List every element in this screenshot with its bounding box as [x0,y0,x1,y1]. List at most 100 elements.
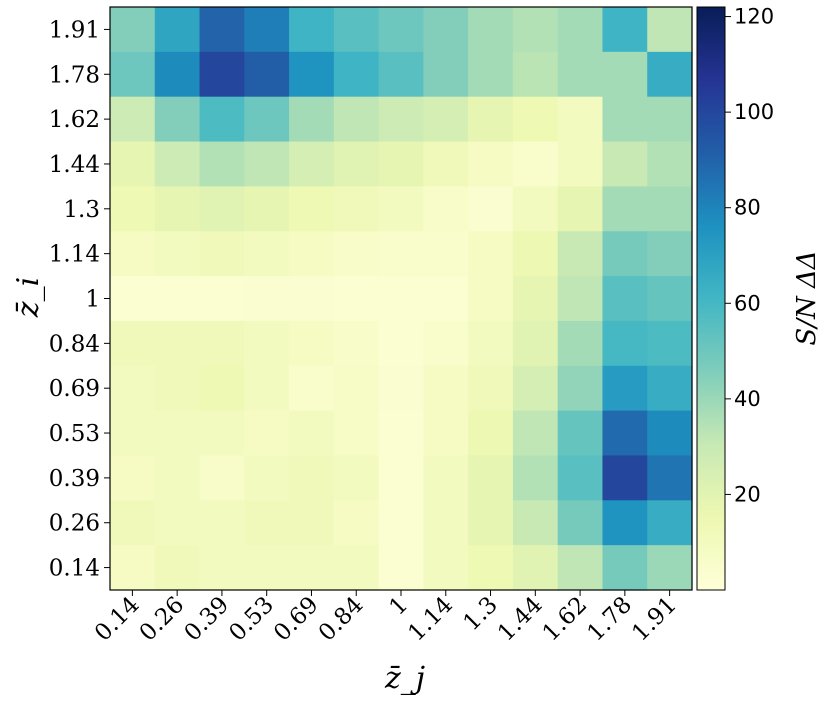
heatmap-cell [378,365,424,412]
heatmap-cell [110,365,156,412]
x-tick-labels: 0.140.260.390.530.690.84 11.14 1.31.441.62… [90,590,682,646]
heatmap-cell [110,51,156,98]
heatmap-cell [423,410,469,457]
heatmap-cell [557,141,604,187]
heatmap-cell [333,7,380,53]
heatmap-cell [289,96,335,143]
heatmap-cell [199,51,245,98]
heatmap-cell [602,365,648,412]
heatmap-cell [512,410,559,457]
heatmap-cell [512,231,559,277]
heatmap-cell [647,365,693,412]
heatmap-cell [289,500,335,546]
heatmap-cell [557,410,604,457]
heatmap-cell [602,7,648,53]
heatmap-cell [512,51,559,98]
heatmap-cell [602,186,648,232]
heatmap-cell [199,231,245,277]
heatmap-cell [602,141,648,187]
heatmap-cell [378,455,424,501]
colorbar [696,6,726,591]
heatmap-cell [602,51,648,98]
heatmap-cell [468,96,514,143]
x-tick-label: 1.91 [627,592,682,647]
heatmap-cell [602,455,648,501]
heatmap-cell [154,7,201,53]
heatmap-cell [468,7,514,53]
heatmap-cell [647,545,693,591]
heatmap-cell [512,545,559,591]
heatmap-cell [647,186,693,232]
heatmap-cell [423,51,469,98]
heatmap-cell [289,455,335,501]
heatmap-cell [602,545,648,591]
heatmap-cell [423,186,469,232]
heatmap-cell [154,186,201,232]
heatmap-cell [199,500,245,546]
heatmap-cell [468,186,514,232]
heatmap-cell [199,7,245,53]
heatmap-cell [557,276,604,322]
heatmap-cell [557,455,604,501]
heatmap-cell [468,276,514,322]
heatmap-cell [199,365,245,412]
heatmap-cell [289,7,335,53]
heatmap-cell [512,186,559,232]
colorbar-label: S/N ΔΔ [792,250,822,345]
heatmap-cell [468,455,514,501]
heatmap-cell [647,320,693,367]
heatmap-cell [378,320,424,367]
heatmap-cell [199,320,245,367]
x-tick-label: 1.44 [493,592,548,647]
y-tick-label: 1 [85,287,100,313]
heatmap-cell [154,410,201,457]
heatmap-cell [512,455,559,501]
heatmap-cell [512,141,559,187]
heatmap-cell [647,500,693,546]
heatmap-cell [602,96,648,143]
heatmap-cell [557,365,604,412]
heatmap-cell [378,186,424,232]
heatmap-cell [244,500,290,546]
heatmap-cell [602,231,648,277]
heatmap-cell [289,231,335,277]
colorbar-tick-label: 40 [734,387,761,411]
heatmap-cell [110,186,156,232]
heatmap-cell [110,455,156,501]
heatmap-cell [647,51,693,98]
heatmap-cell [512,276,559,322]
heatmap-cell [423,320,469,367]
heatmap-cell [647,410,693,457]
heatmap-cell [512,96,559,143]
heatmap-cell [110,231,156,277]
heatmap-cell [199,276,245,322]
heatmap-cell [378,141,424,187]
heatmap-cell [378,7,424,53]
heatmap-cell [557,320,604,367]
heatmap-cell [468,500,514,546]
heatmap-cell [289,320,335,367]
heatmap-cell [154,141,201,187]
heatmap-cell [110,410,156,457]
heatmap-cell [154,500,201,546]
heatmap-cell [333,320,380,367]
heatmap-cell [110,141,156,187]
heatmap-cell [244,410,290,457]
heatmap-cell [289,410,335,457]
heatmap-cell [557,7,604,53]
heatmap-cell [512,365,559,412]
heatmap-cell [602,276,648,322]
heatmap-cell [423,7,469,53]
heatmap-cell [423,141,469,187]
colorbar-tick-label: 120 [734,5,774,29]
heatmap-cell [468,365,514,412]
y-tick-label: 0.39 [49,466,100,492]
heatmap-cell [333,455,380,501]
heatmap-cell [199,186,245,232]
heatmap-cell [289,141,335,187]
heatmap-cell [199,455,245,501]
heatmap-cell [333,410,380,457]
y-tick-label: 0.84 [49,331,100,357]
heatmap-cell [289,545,335,591]
